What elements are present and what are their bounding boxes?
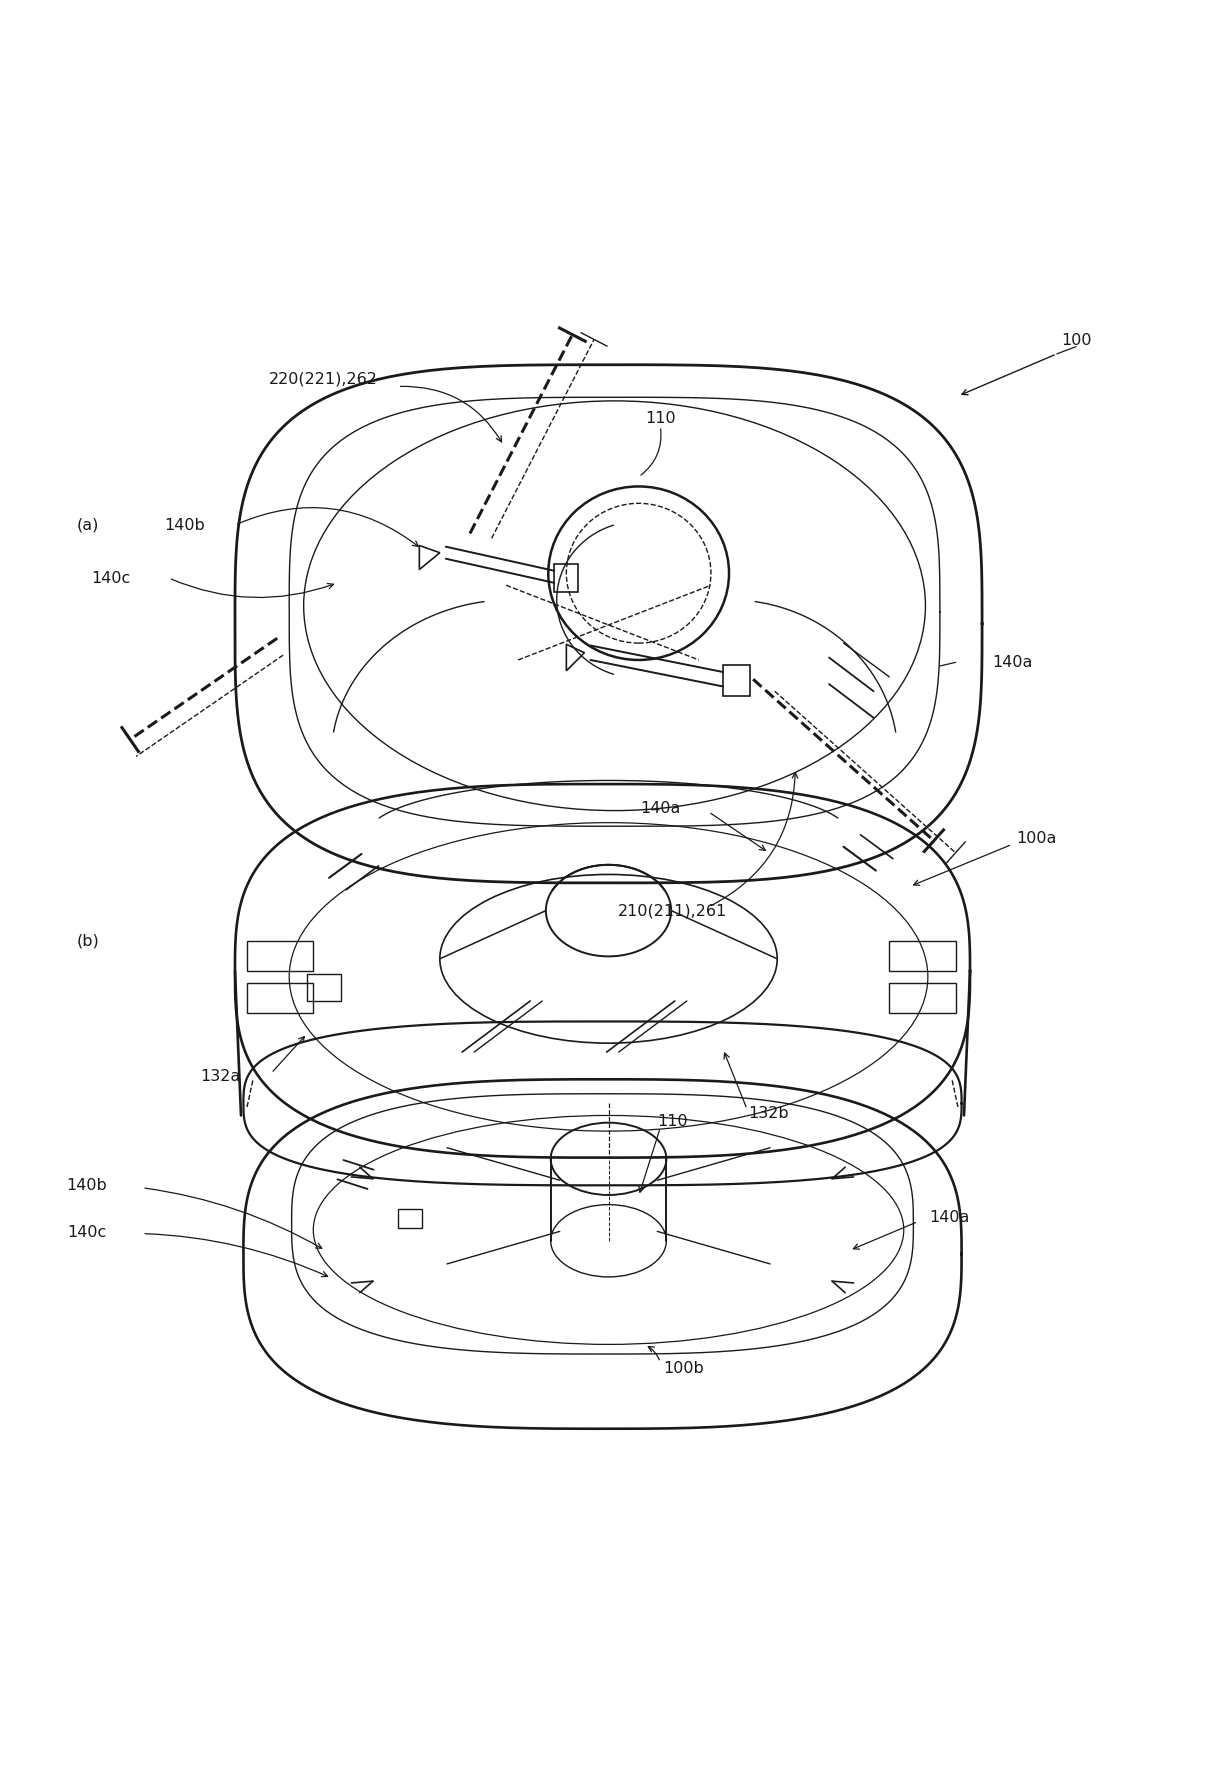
Bar: [723, 665, 750, 697]
Bar: [398, 1209, 422, 1227]
Text: 140b: 140b: [66, 1177, 107, 1193]
Text: 210(211),261: 210(211),261: [618, 902, 727, 918]
Bar: [889, 941, 956, 972]
Bar: [247, 982, 313, 1012]
Bar: [307, 975, 341, 1002]
Text: 140a: 140a: [640, 801, 681, 816]
Text: 110: 110: [645, 411, 676, 427]
Text: 132b: 132b: [748, 1106, 789, 1121]
Text: 140a: 140a: [992, 654, 1033, 670]
Text: (a): (a): [77, 518, 99, 532]
Text: 140c: 140c: [67, 1225, 106, 1239]
Bar: [889, 982, 956, 1012]
Text: 110: 110: [657, 1113, 688, 1129]
Text: 140b: 140b: [164, 518, 205, 532]
Bar: [247, 941, 313, 972]
Text: 100a: 100a: [1016, 832, 1057, 846]
Text: 100: 100: [1060, 333, 1092, 348]
Bar: [554, 564, 578, 592]
Text: 140c: 140c: [92, 571, 130, 585]
Text: 140a: 140a: [929, 1211, 970, 1225]
Text: 220(221),262: 220(221),262: [269, 372, 377, 387]
Text: 132a: 132a: [200, 1069, 241, 1085]
Text: (b): (b): [77, 933, 99, 949]
Text: 100b: 100b: [663, 1362, 704, 1376]
